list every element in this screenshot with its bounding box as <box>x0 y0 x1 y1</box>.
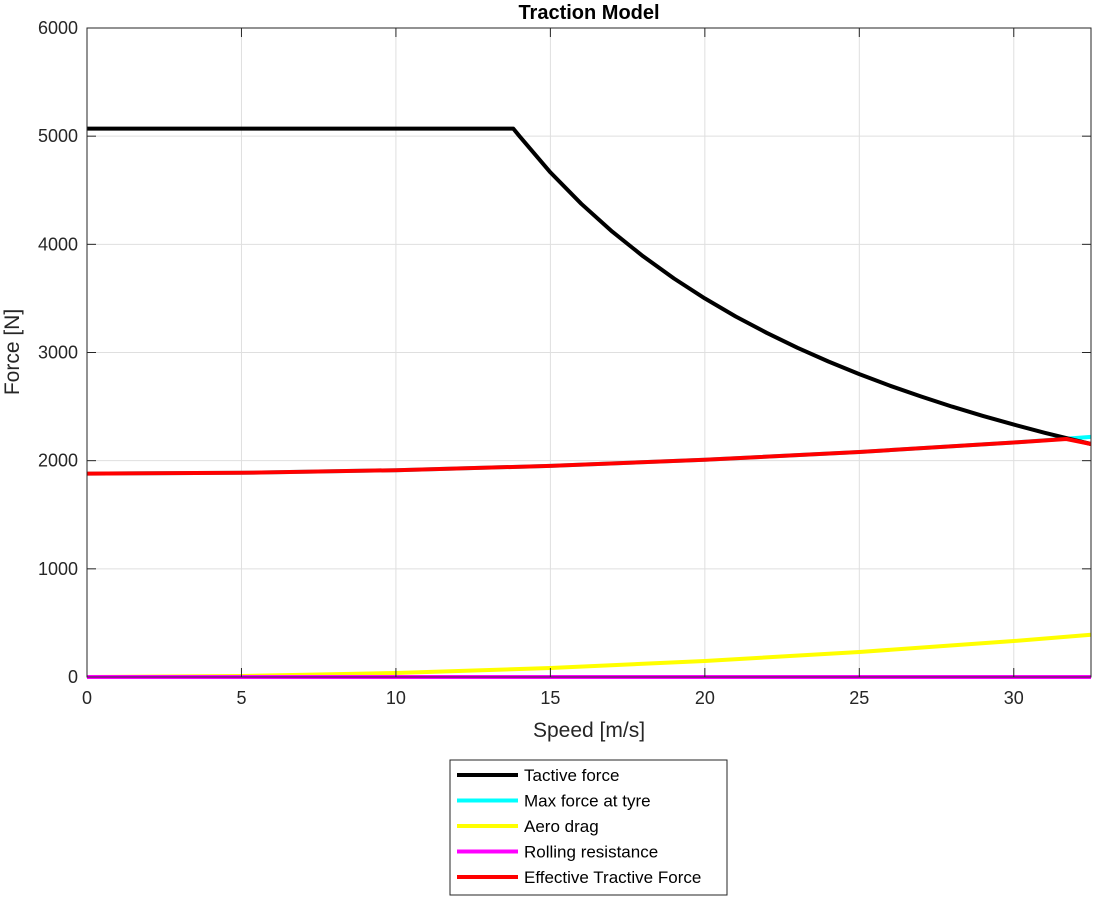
y-tick-label: 3000 <box>38 343 78 363</box>
y-tick-label: 1000 <box>38 559 78 579</box>
y-tick-label: 5000 <box>38 126 78 146</box>
legend-label: Max force at tyre <box>524 792 651 811</box>
y-axis-label: Force [N] <box>1 309 24 395</box>
series-line-5 <box>86 437 1092 476</box>
y-tick-label: 0 <box>68 667 78 687</box>
x-tick-label: 10 <box>386 688 406 708</box>
series-line-1 <box>87 126 1092 446</box>
x-tick-label: 25 <box>849 688 869 708</box>
x-tick-label: 30 <box>1004 688 1024 708</box>
chart-title: Traction Model <box>518 2 659 24</box>
x-tick-label: 15 <box>540 688 560 708</box>
y-tick-label: 2000 <box>38 451 78 471</box>
x-tick-label: 5 <box>236 688 246 708</box>
legend-label: Aero drag <box>524 817 599 836</box>
axis-ticks: 0 5 10 15 20 25 30 0 1000 2000 3000 4000 5000 6000 <box>38 18 1091 708</box>
legend-label: Rolling resistance <box>524 843 658 862</box>
x-tick-label: 0 <box>82 688 92 708</box>
legend-label: Tactive force <box>524 766 619 785</box>
y-tick-label: 4000 <box>38 234 78 254</box>
x-axis-label: Speed [m/s] <box>533 719 645 742</box>
y-tick-label: 6000 <box>38 18 78 38</box>
legend: Tactive force Max force at tyre Aero drag R… <box>449 759 728 896</box>
legend-label: Effective Tractive Force <box>524 868 701 887</box>
x-tick-label: 20 <box>695 688 715 708</box>
